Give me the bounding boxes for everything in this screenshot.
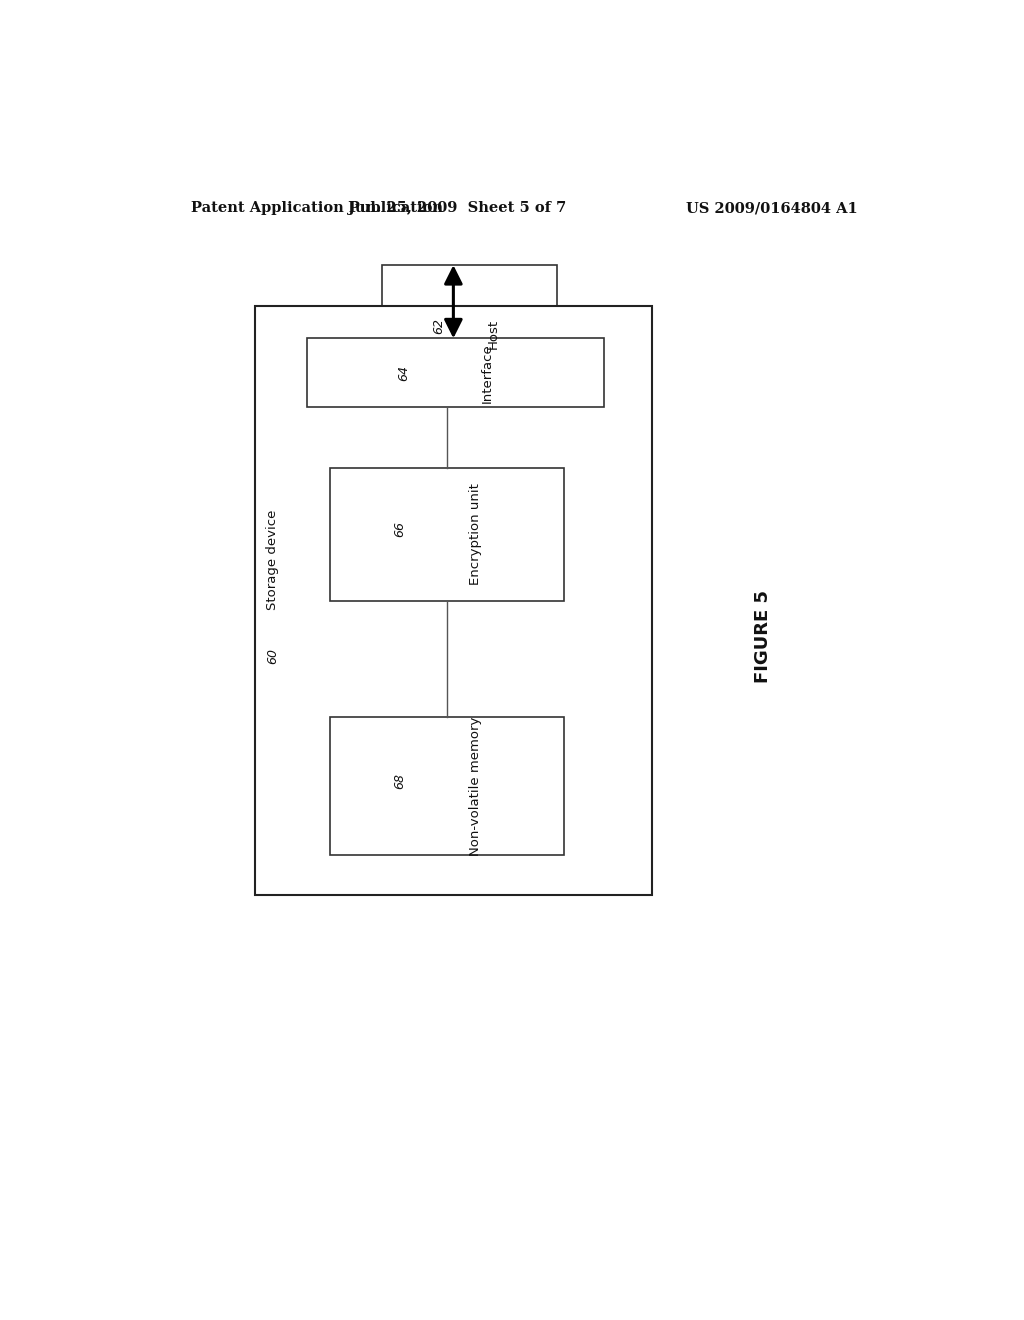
Text: Interface: Interface	[480, 343, 494, 403]
Text: Patent Application Publication: Patent Application Publication	[191, 201, 443, 215]
Text: 62: 62	[432, 318, 445, 334]
Bar	[331, 718, 564, 854]
Text: 60: 60	[266, 648, 279, 664]
Bar	[255, 306, 652, 895]
Bar	[306, 338, 604, 408]
Text: Jun. 25, 2009  Sheet 5 of 7: Jun. 25, 2009 Sheet 5 of 7	[348, 201, 566, 215]
Text: Encryption unit: Encryption unit	[469, 483, 481, 585]
Text: Non-volatile memory: Non-volatile memory	[469, 717, 481, 855]
Text: FIGURE 5: FIGURE 5	[754, 590, 772, 682]
Bar	[331, 469, 564, 601]
Text: 64: 64	[397, 364, 411, 381]
Text: US 2009/0164804 A1: US 2009/0164804 A1	[686, 201, 858, 215]
Text: Storage device: Storage device	[266, 510, 279, 610]
Bar	[382, 265, 557, 403]
Text: 66: 66	[393, 521, 407, 537]
Text: Host: Host	[486, 318, 500, 348]
Text: 68: 68	[393, 774, 407, 789]
